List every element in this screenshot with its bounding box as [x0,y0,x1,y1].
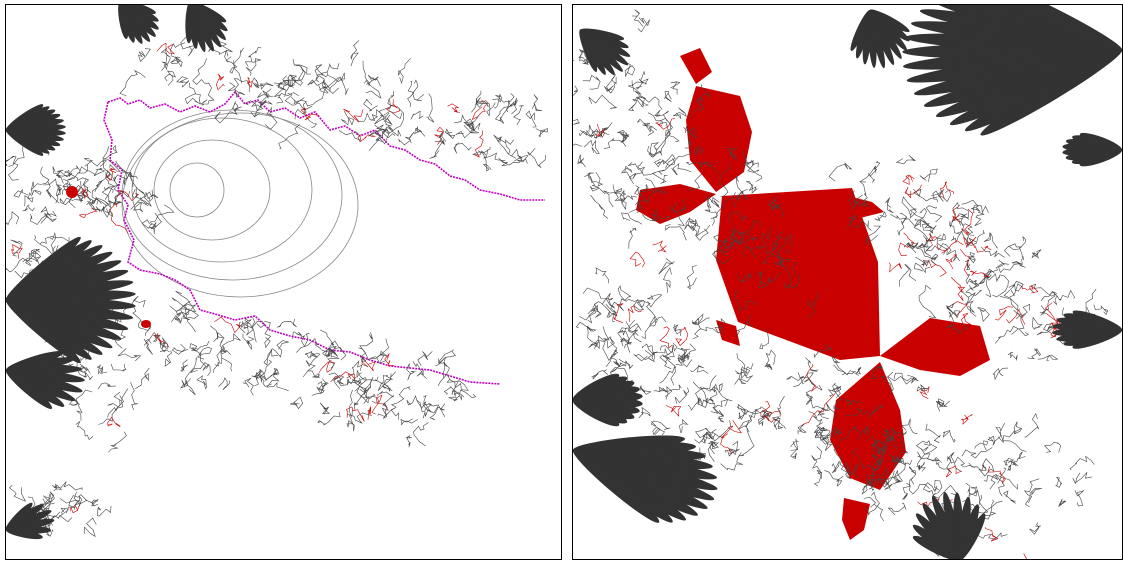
red-spot [141,320,151,328]
page: {} (() => { const data = JSON.p [0,0,1123,561]
red-spot [66,186,78,198]
scene [0,0,1123,561]
